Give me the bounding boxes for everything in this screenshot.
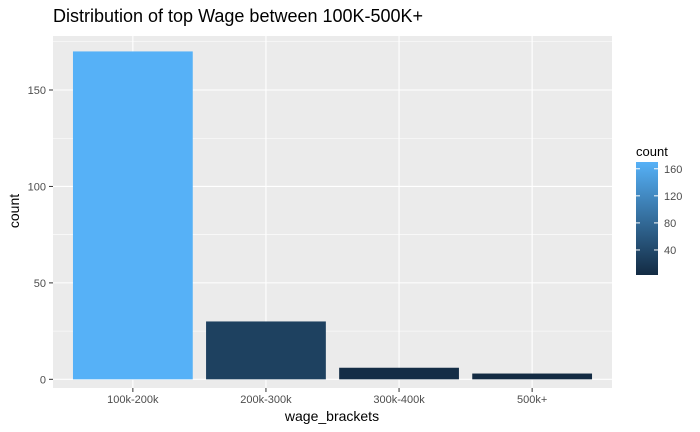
x-tick-label: 200k-300k	[240, 394, 292, 406]
y-tick-label: 150	[28, 85, 46, 97]
chart-title: Distribution of top Wage between 100K-50…	[53, 6, 423, 26]
y-axis-title: count	[6, 194, 22, 228]
y-tick-label: 50	[34, 278, 46, 290]
y-tick-label: 0	[40, 374, 46, 386]
bars	[72, 51, 593, 380]
x-tick-label: 300k-400k	[373, 394, 425, 406]
legend-ticks: 40 80 120 160	[636, 164, 682, 257]
y-axis: 0 50 100 150	[28, 85, 53, 386]
x-axis-title: wage_brackets	[284, 408, 379, 424]
bar-200k-300k	[206, 321, 326, 380]
legend-tick-label: 160	[664, 164, 682, 176]
x-tick-label: 500k+	[517, 394, 547, 406]
legend-tick-label: 80	[664, 218, 676, 230]
x-axis: 100k-200k 200k-300k 300k-400k 500k+	[107, 388, 547, 406]
legend-tick-label: 40	[664, 245, 676, 257]
bar-500k-	[472, 373, 593, 380]
bar-300k-400k	[339, 367, 459, 380]
legend-tick-label: 120	[664, 191, 682, 203]
legend-title: count	[636, 144, 668, 159]
legend-colorbar	[636, 162, 658, 275]
bar-100k-200k	[72, 51, 193, 380]
color-legend: count 40 80 120 160	[636, 144, 682, 275]
y-tick-label: 100	[28, 181, 46, 193]
x-tick-label: 100k-200k	[107, 394, 159, 406]
